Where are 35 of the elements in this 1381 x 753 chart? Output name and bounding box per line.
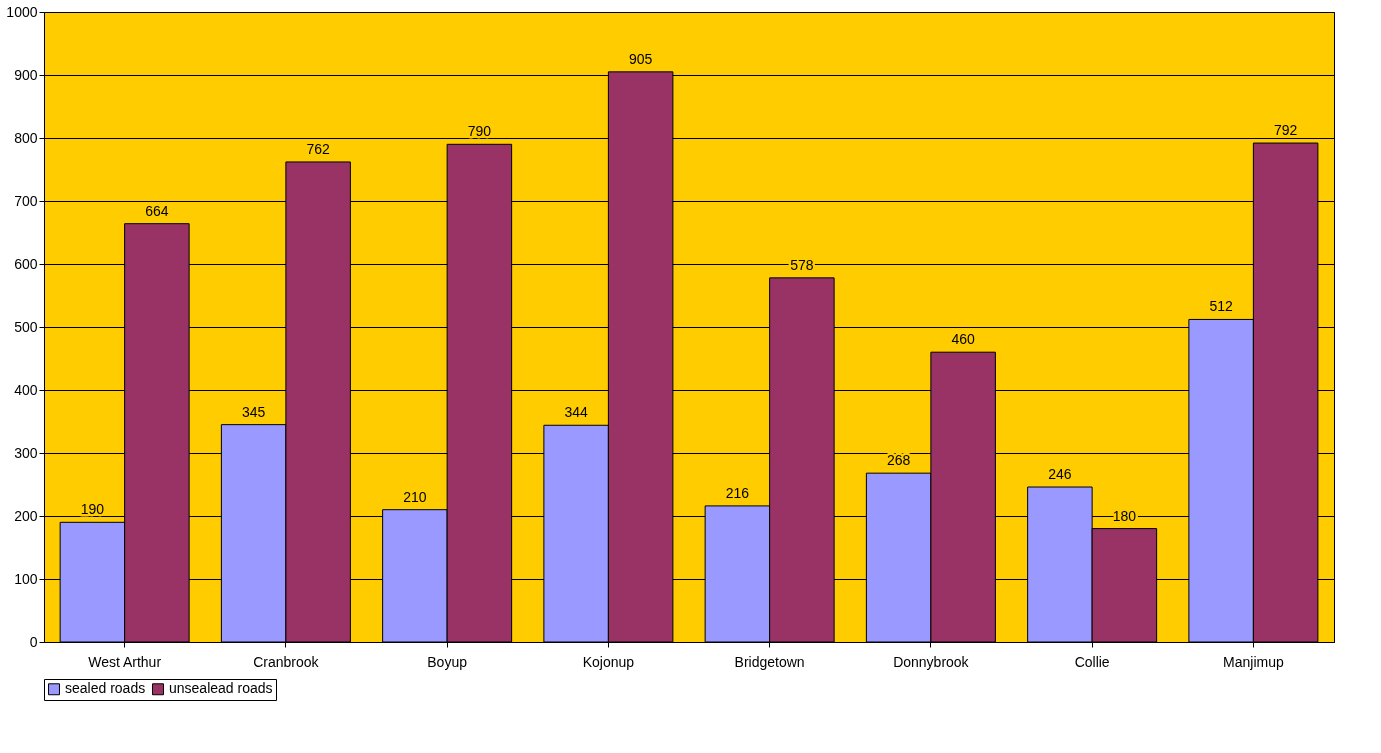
data-label: 246 xyxy=(1048,466,1072,483)
data-label: 344 xyxy=(564,404,589,421)
x-tick-label: Boyup xyxy=(427,653,468,670)
data-label: 790 xyxy=(467,123,492,140)
x-tick-label: Kojonup xyxy=(582,653,635,670)
x-tick-label: Manjimup xyxy=(1223,653,1284,670)
data-label: 762 xyxy=(306,140,331,157)
x-tick-label: West Arthur xyxy=(88,653,162,670)
data-label: 792 xyxy=(1273,122,1298,139)
y-tick-label: 0 xyxy=(29,633,38,650)
data-label: 512 xyxy=(1209,298,1234,315)
y-tick-label: 200 xyxy=(14,507,38,524)
y-tick-label: 1000 xyxy=(6,3,38,20)
data-label: 460 xyxy=(951,331,976,348)
y-tick-label: 100 xyxy=(14,570,38,587)
legend-label: sealed roads xyxy=(65,680,146,697)
y-tick-label: 300 xyxy=(14,444,38,461)
y-tick-label: 600 xyxy=(14,255,38,272)
data-label: 345 xyxy=(241,403,266,420)
legend-label: unsealead roads xyxy=(169,680,273,697)
x-tick-label: Donnybrook xyxy=(893,653,970,670)
y-tick-label: 500 xyxy=(14,318,38,335)
data-label: 268 xyxy=(886,452,911,469)
y-tick-label: 800 xyxy=(14,129,38,146)
x-tick-label: Collie xyxy=(1074,653,1110,670)
y-tick-label: 400 xyxy=(14,381,38,398)
data-label: 664 xyxy=(145,202,169,219)
y-tick-label: 900 xyxy=(14,66,38,83)
y-tick-label: 700 xyxy=(14,192,38,209)
data-label: 905 xyxy=(628,50,653,67)
data-label: 216 xyxy=(725,484,750,501)
data-label: 210 xyxy=(403,488,427,505)
data-label: 190 xyxy=(80,501,105,518)
x-tick-label: Cranbrook xyxy=(253,653,320,670)
x-tick-label: Bridgetown xyxy=(734,653,805,670)
